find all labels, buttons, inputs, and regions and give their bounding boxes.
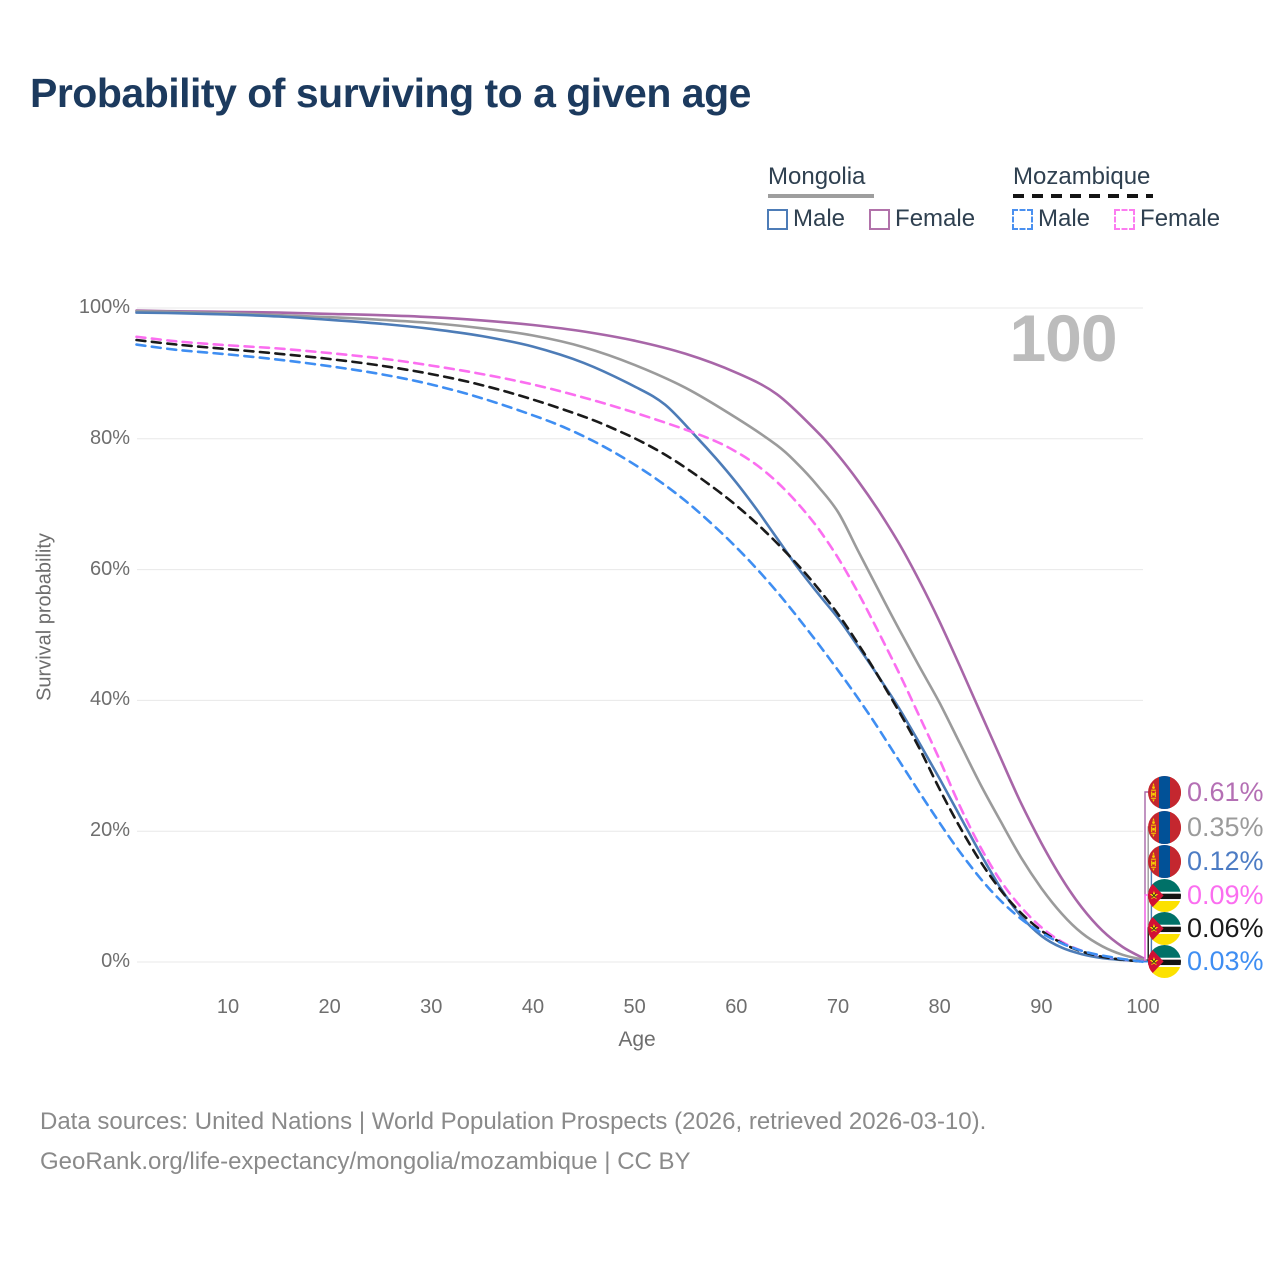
x-tick-60: 60 (725, 996, 748, 1018)
mozambique-flag-icon (1148, 944, 1181, 978)
age-watermark: 100 (1009, 301, 1117, 375)
curve-mongolia-female[interactable] (135, 309, 1145, 960)
curve-mongolia-total[interactable] (135, 310, 1145, 961)
y-tick-80%: 80% (89, 426, 130, 449)
legend-label: Male (1038, 205, 1091, 232)
page-title: Probability of surviving to a given age (30, 70, 751, 116)
legend-group-mozambique-title: Mozambique (1013, 163, 1151, 190)
mongolia-male-swatch-icon (767, 208, 788, 230)
curve-mozambique-female[interactable] (135, 335, 1145, 963)
y-tick-40%: 40% (89, 688, 130, 711)
legend-item-mozambique-female[interactable]: Female (1114, 205, 1220, 233)
end-value-mongolia-total: 0.35% (1187, 811, 1264, 842)
mongolia-flag-icon (1148, 844, 1181, 878)
curve-mongolia-male[interactable] (135, 311, 1145, 963)
legend-group-mongolia-title: Mongolia (768, 163, 866, 190)
legend-label: Male (793, 205, 846, 232)
legend-mongolia-line-sample (768, 194, 874, 198)
legend-item-mongolia-female[interactable]: Female (869, 205, 975, 233)
curve-mozambique-total[interactable] (135, 338, 1145, 963)
x-tick-20: 20 (318, 996, 341, 1018)
mozambique-flag-icon (1148, 911, 1181, 945)
end-label-mongolia-male: 0.12% (1148, 844, 1264, 878)
x-tick-100: 100 (1126, 996, 1160, 1018)
mongolia-flag-icon (1148, 810, 1181, 844)
legend-label: Female (1140, 205, 1221, 232)
end-value-mozambique-total: 0.06% (1187, 912, 1264, 943)
mozambique-female-swatch-icon (1114, 208, 1136, 230)
x-tick-70: 70 (826, 996, 850, 1018)
x-axis-title: Age (618, 1028, 656, 1051)
data-sources-note: Data sources: United Nations | World Pop… (40, 1108, 987, 1135)
attribution-note: GeoRank.org/life-expectancy/mongolia/moz… (40, 1148, 691, 1175)
legend-mozambique-line-sample (1013, 194, 1153, 198)
mozambique-flag-icon (1148, 878, 1181, 912)
end-label-mozambique-female: 0.09% (1148, 878, 1264, 912)
end-label-mozambique-total: 0.06% (1148, 911, 1264, 945)
y-tick-20%: 20% (89, 819, 130, 842)
end-value-mongolia-female: 0.61% (1187, 776, 1264, 807)
x-tick-80: 80 (928, 996, 951, 1018)
curve-mozambique-male[interactable] (135, 343, 1145, 964)
end-label-mongolia-female: 0.61% (1148, 775, 1264, 809)
legend-item-mongolia-male[interactable]: Male (767, 205, 845, 233)
legend-label: Female (895, 205, 976, 232)
x-tick-40: 40 (521, 996, 545, 1018)
end-label-mongolia-total: 0.35% (1148, 810, 1264, 844)
end-value-mozambique-male: 0.03% (1187, 945, 1264, 976)
mongolia-female-swatch-icon (869, 208, 891, 230)
y-tick-0%: 0% (101, 950, 130, 972)
end-label-mozambique-male: 0.03% (1148, 944, 1264, 978)
mozambique-male-swatch-icon (1012, 208, 1033, 230)
x-tick-50: 50 (623, 996, 646, 1018)
legend-mozambique-items: Male Female (1012, 205, 1220, 233)
x-tick-10: 10 (216, 996, 240, 1018)
mongolia-flag-icon (1148, 775, 1181, 809)
y-tick-100%: 100% (78, 296, 130, 318)
legend-mongolia-items: Male Female (767, 205, 975, 233)
x-tick-30: 30 (420, 996, 443, 1018)
legend-item-mozambique-male[interactable]: Male (1012, 205, 1090, 233)
end-value-mongolia-male: 0.12% (1187, 845, 1264, 876)
x-tick-90: 90 (1030, 996, 1053, 1018)
y-tick-60%: 60% (89, 557, 130, 580)
end-value-mozambique-female: 0.09% (1187, 879, 1264, 910)
